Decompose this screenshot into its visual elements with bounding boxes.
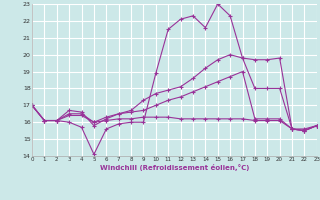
X-axis label: Windchill (Refroidissement éolien,°C): Windchill (Refroidissement éolien,°C) <box>100 164 249 171</box>
